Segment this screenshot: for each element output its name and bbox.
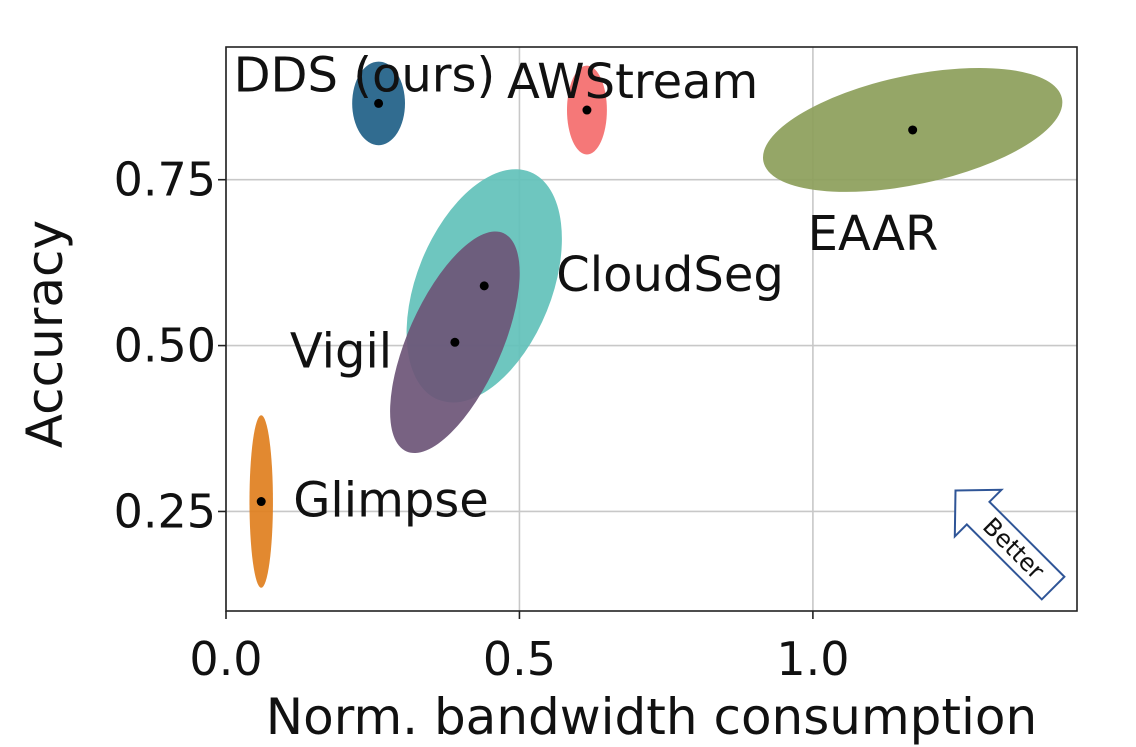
label-awstream: AWStream xyxy=(507,54,758,110)
better-arrow-shape xyxy=(953,488,1066,601)
label-cloudseg: CloudSeg xyxy=(556,247,784,303)
x-tick-label: 0.0 xyxy=(189,632,262,686)
better-label: Better xyxy=(977,512,1050,585)
label-glimpse: Glimpse xyxy=(293,473,489,529)
point-eaar xyxy=(908,125,918,135)
point-awstream xyxy=(582,105,592,115)
x-axis-title: Norm. bandwidth consumption xyxy=(266,688,1037,746)
point-vigil xyxy=(450,337,460,347)
x-tick-label: 1.0 xyxy=(776,632,849,686)
plot-frame xyxy=(225,46,1078,612)
y-axis-title: Accuracy xyxy=(16,220,74,448)
y-tick-label: 0.50 xyxy=(114,319,216,373)
label-dds-ours: DDS (ours) xyxy=(234,47,496,103)
axis-ticks: 0.0 0.5 1.0 0.25 0.50 0.75 xyxy=(114,153,850,686)
point-cloudseg xyxy=(479,281,489,291)
better-arrow: Better xyxy=(953,488,1066,601)
y-tick-label: 0.25 xyxy=(114,484,216,538)
series-labels: DDS (ours) AWStream EAAR CloudSeg Vigil Glimp… xyxy=(234,47,939,528)
label-vigil: Vigil xyxy=(290,323,392,379)
x-tick-label: 0.5 xyxy=(483,632,556,686)
y-tick-label: 0.75 xyxy=(114,153,216,207)
series-points xyxy=(256,98,918,507)
label-eaar: EAAR xyxy=(808,206,939,262)
point-dds-ours xyxy=(374,98,384,108)
point-glimpse xyxy=(256,497,266,507)
